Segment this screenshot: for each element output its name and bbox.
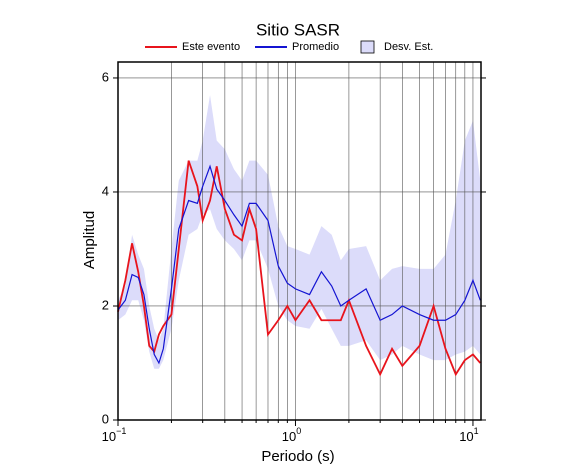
- y-tick-label: 4: [102, 183, 109, 198]
- y-axis-label: Amplitud: [81, 211, 98, 269]
- legend-label: Promedio: [292, 41, 339, 53]
- x-tick-base: 10: [102, 429, 116, 444]
- chart-title: Sitio SASR: [256, 20, 340, 39]
- legend-label: Este evento: [182, 41, 240, 53]
- y-tick-label: 2: [102, 297, 109, 312]
- x-tick-label: 101: [459, 426, 478, 444]
- x-tick-label: 10−1: [102, 426, 127, 444]
- x-tick-exponent: 0: [296, 426, 301, 436]
- x-tick-label: 100: [282, 426, 301, 444]
- y-tick-label: 0: [102, 411, 109, 426]
- legend-swatch: [360, 40, 375, 54]
- plot-frame: [117, 61, 482, 421]
- y-tick-label: 6: [102, 69, 109, 84]
- x-tick-base: 10: [459, 429, 473, 444]
- series-line: [117, 160, 481, 377]
- legend-label: Desv. Est.: [384, 41, 433, 53]
- x-tick-exponent: 1: [474, 426, 479, 436]
- x-axis-label: Periodo (s): [261, 448, 334, 465]
- std-band: [118, 95, 481, 369]
- x-tick-base: 10: [282, 429, 296, 444]
- series-line: [117, 164, 481, 365]
- x-tick-exponent: −1: [116, 426, 126, 436]
